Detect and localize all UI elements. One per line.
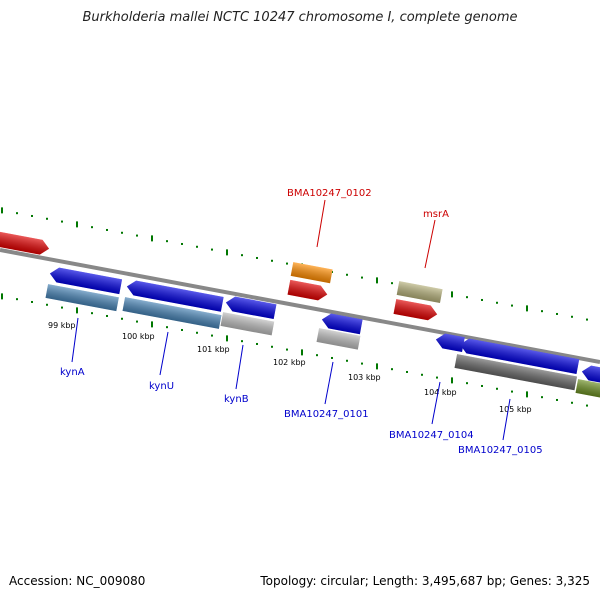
- leader-line: [424, 219, 436, 269]
- rna-bma10247-0102[interactable]: [290, 262, 333, 284]
- scale-label: 102 kbp: [273, 358, 306, 367]
- feature-label-bma10247-0101[interactable]: BMA10247_0101: [284, 409, 369, 420]
- scale-label: 104 kbp: [424, 388, 457, 397]
- cds-kyna[interactable]: [45, 284, 119, 312]
- gene-arrow-bma10247-0105[interactable]: [459, 337, 580, 374]
- feature-label-kynu[interactable]: kynU: [149, 381, 174, 392]
- leader-line: [502, 398, 511, 441]
- cds-bma10247-0101[interactable]: [316, 328, 361, 350]
- scale-label: 101 kbp: [197, 345, 230, 354]
- cds-kynb[interactable]: [220, 312, 275, 336]
- gene-arrow-kyna[interactable]: [49, 266, 123, 295]
- inner-tick-marks: [1, 293, 588, 407]
- reverse-strand-genes: [45, 266, 600, 401]
- leader-line: [71, 317, 79, 363]
- cds-right-edge-olive[interactable]: [575, 379, 600, 401]
- feature-label-bma10247-0104[interactable]: BMA10247_0104: [389, 430, 474, 441]
- feature-label-kyna[interactable]: kynA: [60, 367, 85, 378]
- leader-lines: [71, 199, 511, 441]
- forward-strand-genes: [0, 230, 443, 321]
- gene-arrow-msra[interactable]: [393, 299, 439, 322]
- feature-label-kynb[interactable]: kynB: [224, 394, 249, 405]
- gene-arrow-bma10247-0101[interactable]: [321, 312, 363, 335]
- leader-line: [431, 381, 441, 425]
- accession-label: Accession: NC_009080: [9, 574, 146, 588]
- gene-arrow-right-edge[interactable]: [581, 364, 600, 385]
- feature-labels: BMA10247_0102 msrA kynA kynU kynB BMA102…: [60, 188, 543, 456]
- gene-arrow-kynb[interactable]: [225, 295, 277, 320]
- leader-line: [159, 331, 169, 376]
- gene-arrow-kynu[interactable]: [126, 279, 224, 312]
- scale-label: 103 kbp: [348, 373, 381, 382]
- cds-msra[interactable]: [396, 281, 443, 303]
- feature-label-bma10247-0102[interactable]: BMA10247_0102: [287, 188, 372, 199]
- gene-arrow-left-red[interactable]: [0, 230, 50, 256]
- leader-line: [324, 361, 334, 405]
- scale-label: 100 kbp: [122, 332, 155, 341]
- scale-label: 105 kbp: [499, 405, 532, 414]
- cds-kynu[interactable]: [122, 297, 222, 329]
- gene-arrow-bma10247-0104[interactable]: [435, 332, 465, 353]
- cds-bma10247-0105[interactable]: [454, 354, 578, 391]
- gene-arrow-bma10247-0102[interactable]: [287, 279, 329, 302]
- scale-label: 99 kbp: [48, 321, 76, 330]
- feature-label-msra[interactable]: msrA: [423, 209, 449, 220]
- map-title: Burkholderia mallei NCTC 10247 chromosom…: [82, 10, 518, 25]
- sequence-backbone: [0, 248, 600, 364]
- feature-label-bma10247-0105[interactable]: BMA10247_0105: [458, 445, 543, 456]
- leader-line: [316, 199, 326, 248]
- leader-line: [235, 344, 244, 390]
- scale-labels: 99 kbp 100 kbp 101 kbp 102 kbp 103 kbp 1…: [48, 321, 532, 414]
- topology-summary: Topology: circular; Length: 3,495,687 bp…: [260, 574, 590, 588]
